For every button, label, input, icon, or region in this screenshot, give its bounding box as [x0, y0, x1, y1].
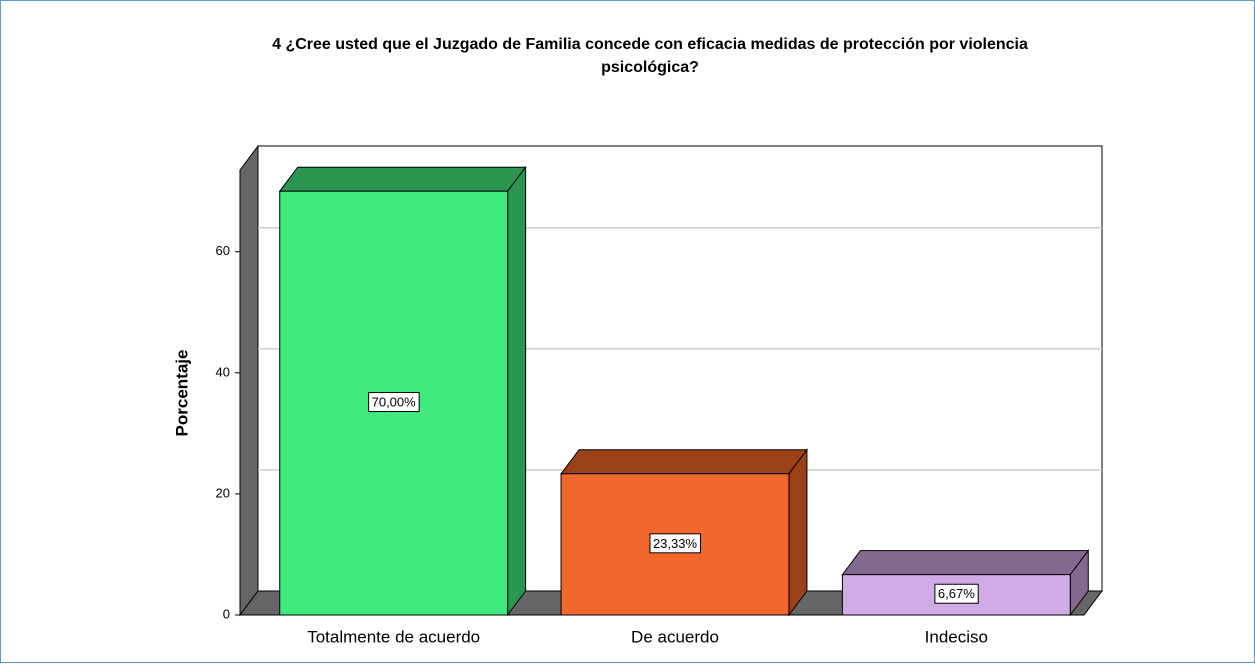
value-label-box	[934, 583, 979, 604]
bar-top	[560, 449, 808, 475]
bar-top	[278, 166, 527, 192]
bar-side	[788, 448, 808, 617]
value-label: 70,00%	[372, 395, 417, 410]
y-tick-label: 40	[216, 364, 230, 379]
value-label-box	[649, 533, 701, 554]
y-tick-label: 20	[216, 485, 230, 500]
chart-title: 4 ¿Cree usted que el Juzgado de Familia …	[272, 36, 1028, 76]
bar-top	[841, 550, 1090, 576]
x-tick-label: De acuerdo	[631, 627, 719, 646]
value-label: 23,33%	[653, 536, 698, 551]
y-tick-label: 60	[216, 243, 230, 258]
left-wall	[239, 144, 259, 617]
bar-side	[507, 165, 527, 617]
x-tick-label: Indeciso	[925, 627, 988, 646]
y-axis-label: Porcentaje	[172, 350, 191, 437]
value-label-box	[368, 392, 420, 413]
value-label: 6,67%	[938, 586, 975, 601]
x-tick-label: Totalmente de acuerdo	[307, 627, 480, 646]
y-tick-label: 0	[223, 606, 230, 621]
